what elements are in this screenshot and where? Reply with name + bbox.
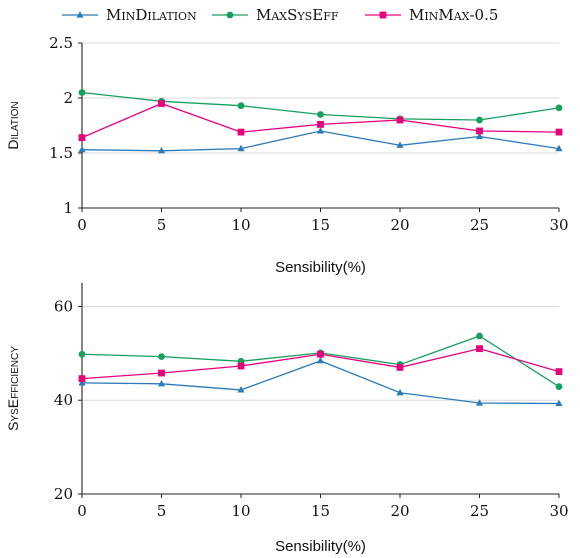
x-tick-label: 10: [231, 216, 250, 234]
data-point: [78, 350, 86, 358]
data-point: [158, 353, 165, 361]
x-tick-label: 20: [390, 216, 409, 234]
legend-label: MINMAX-0.5: [409, 6, 498, 24]
legend-marker: [226, 11, 234, 19]
data-point: [396, 364, 404, 371]
y-axis-label: DILATION: [5, 101, 21, 149]
legend-label: MAXSYSEFF: [256, 6, 339, 24]
series-mindilation: [78, 127, 563, 154]
legend-marker: [379, 11, 387, 19]
data-point: [396, 141, 404, 148]
data-point: [555, 383, 563, 391]
data-point: [78, 134, 86, 141]
data-point: [475, 132, 484, 140]
legend: MINDILATION MAXSYSEFF MINMAX-0.5: [62, 6, 498, 24]
data-point: [317, 111, 324, 118]
data-point: [157, 380, 166, 387]
data-point: [555, 104, 563, 112]
data-point: [555, 368, 563, 376]
x-tick-label: 0: [77, 216, 87, 234]
x-tick-label: 15: [311, 216, 330, 234]
y-tick-label: 60: [54, 297, 73, 315]
y-tick-label: 40: [54, 391, 73, 409]
x-axis-label: Sensibility(%): [275, 538, 366, 555]
data-point: [78, 375, 86, 383]
series-maxsyseff: [78, 89, 563, 124]
data-point: [78, 89, 86, 96]
x-tick-label: 0: [77, 502, 87, 520]
data-point: [237, 386, 245, 393]
y-tick-label: 1.5: [49, 144, 73, 162]
y-axis-label: SYSEFFICIENCY: [5, 346, 21, 431]
data-point: [237, 102, 245, 110]
legend-item: MINDILATION: [62, 6, 197, 24]
data-point: [555, 128, 563, 136]
dilation-chart: 1 1.5 2 2.5 0 5 10 15 20 25 30 Sensibility(%) DILATI…: [5, 34, 569, 276]
data-point: [78, 145, 86, 153]
series-line: [81, 130, 560, 152]
data-point: [237, 128, 245, 136]
data-point: [555, 399, 563, 407]
data-point: [316, 127, 325, 134]
data-point: [476, 116, 483, 124]
y-tick-label: 2: [63, 89, 73, 107]
y-tick-label: 1: [63, 199, 73, 217]
data-point: [396, 116, 404, 124]
x-tick-label: 25: [470, 502, 489, 520]
x-axis-label: Sensibility(%): [275, 259, 366, 276]
x-tick-label: 30: [549, 502, 568, 520]
x-tick-label: 10: [231, 502, 250, 520]
x-tick-label: 15: [311, 502, 330, 520]
data-point: [475, 399, 484, 406]
data-point: [317, 121, 324, 128]
series-minmax-0-5: [78, 100, 563, 141]
data-point: [476, 127, 483, 135]
series-minmax-0-5: [78, 345, 563, 383]
series-line: [81, 360, 560, 405]
y-tick-label: 2.5: [49, 34, 73, 52]
data-point: [237, 362, 245, 370]
x-tick-label: 5: [157, 502, 167, 520]
data-point: [316, 357, 325, 364]
sysefficiency-chart: 20 40 60 0 5 10 15 20 25 30 Sensibility(%) SYSEFFIC…: [5, 283, 569, 555]
data-point: [396, 388, 404, 396]
data-point: [476, 345, 483, 353]
data-point: [555, 144, 563, 152]
x-tick-label: 30: [549, 216, 568, 234]
legend-item: MAXSYSEFF: [212, 6, 339, 24]
data-point: [476, 332, 483, 340]
y-tick-label: 20: [54, 485, 73, 503]
data-point: [237, 144, 245, 152]
legend-label: MINDILATION: [106, 6, 197, 24]
x-tick-label: 5: [157, 216, 167, 234]
x-tick-label: 20: [390, 502, 409, 520]
x-tick-label: 25: [470, 216, 489, 234]
data-point: [158, 369, 165, 377]
data-point: [158, 100, 165, 107]
data-point: [317, 350, 324, 358]
data-point: [157, 147, 166, 154]
data-point: [78, 379, 86, 386]
legend-item: MINMAX-0.5: [365, 6, 498, 24]
legend-marker: [76, 11, 84, 18]
series-mindilation: [78, 357, 563, 407]
